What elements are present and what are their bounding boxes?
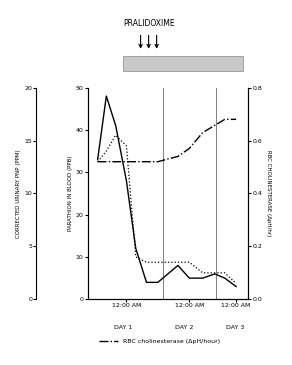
Y-axis label: CORRECTED URINARY PNP (PPM): CORRECTED URINARY PNP (PPM) — [16, 149, 21, 238]
Y-axis label: RBC CHOLINESTERASE (ΔpH/hr): RBC CHOLINESTERASE (ΔpH/hr) — [266, 150, 271, 237]
Text: DAY 2: DAY 2 — [175, 325, 193, 330]
Bar — [123, 56, 244, 71]
Text: DAY 3: DAY 3 — [226, 325, 244, 330]
Text: PRALIDOXIME: PRALIDOXIME — [123, 19, 174, 28]
Text: ATROPINE 53mg: ATROPINE 53mg — [151, 60, 215, 66]
Legend: RBC cholinesterase (ΔpH/hour): RBC cholinesterase (ΔpH/hour) — [97, 337, 223, 347]
Text: DAY 1: DAY 1 — [114, 325, 132, 330]
Y-axis label: PARATHION IN BLOOD (PPB): PARATHION IN BLOOD (PPB) — [68, 156, 73, 231]
